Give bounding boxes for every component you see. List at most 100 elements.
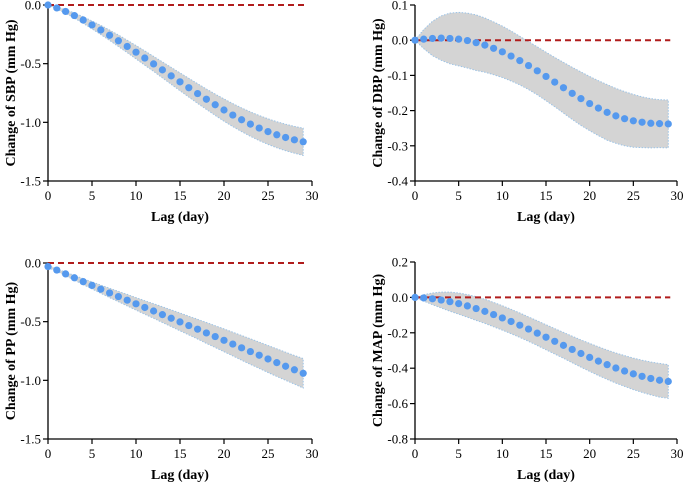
sbp-x-tick-label: 25: [262, 188, 275, 203]
map-estimate-point: [542, 333, 550, 341]
dbp-estimate-point: [446, 34, 454, 43]
map-x-axis-title: Lag (day): [517, 468, 575, 483]
pp-x-tick-label: 5: [89, 446, 96, 461]
dbp-x-tick-label: 15: [540, 188, 553, 203]
pp-estimate-point: [264, 355, 272, 363]
pp-estimate-point: [62, 270, 70, 278]
pp-x-axis-title: Lag (day): [151, 468, 209, 483]
map-estimate-point: [638, 372, 646, 380]
pp-y-tick-label: 0.0: [25, 256, 41, 271]
pp-x-tick-label: 15: [174, 446, 187, 461]
sbp-estimate-point: [141, 54, 149, 62]
dbp-estimate-point: [577, 95, 585, 103]
sbp-estimate-point: [79, 16, 87, 24]
sbp-estimate-point: [211, 101, 219, 109]
sbp-estimate-point: [194, 89, 202, 98]
sbp-estimate-point: [229, 111, 237, 119]
pp-panel: 0 5 10 15 20 25 30 0.0 -0.5 -1.0 -1.5 Lag (day) Chan…: [4, 256, 319, 484]
sbp-estimate-point: [255, 124, 263, 132]
map-x-tick-label: 0: [412, 446, 419, 461]
map-estimate-point: [621, 367, 629, 375]
pp-y-tick-label: -1.5: [20, 432, 41, 447]
map-estimate-point: [655, 376, 664, 384]
pp-estimate-point: [238, 344, 246, 352]
sbp-estimate-point: [282, 133, 290, 142]
pp-estimate-point: [299, 369, 307, 377]
map-estimate-point: [629, 370, 637, 378]
sbp-panel: 0 5 10 15 20 25 30 0.0 -0.5 -1.0 -1.5 Lag (day) Chan…: [4, 0, 319, 225]
dbp-estimate-point: [664, 120, 672, 128]
dbp-y-tick-label: -0.3: [387, 138, 408, 153]
sbp-estimate-point: [114, 37, 122, 45]
pp-estimate-point: [194, 325, 202, 333]
dbp-estimate-point: [594, 104, 603, 112]
dbp-estimate-point: [437, 34, 445, 42]
map-estimate-point: [664, 377, 672, 386]
dbp-estimate-point: [516, 57, 524, 65]
dbp-estimate-point: [463, 36, 471, 45]
map-estimate-point: [498, 314, 506, 322]
dbp-estimate-point: [490, 44, 498, 52]
dbp-estimate-point: [428, 34, 437, 43]
map-estimate-point: [481, 307, 489, 315]
sbp-estimate-point: [167, 72, 175, 80]
pp-x-tick-label: 30: [306, 446, 319, 461]
map-y-tick-label: 0.2: [392, 255, 408, 270]
dbp-x-tick-label: 5: [455, 188, 462, 203]
map-y-tick-label: -0.6: [387, 396, 408, 411]
map-estimate-point: [446, 298, 454, 306]
pp-x-tick-label: 10: [130, 446, 143, 461]
dbp-x-tick-label: 10: [496, 188, 509, 203]
map-x-tick-label: 25: [627, 446, 640, 461]
pp-estimate-point: [132, 300, 140, 308]
map-panel: 0 5 10 15 20 25 30 0.2 0.0 -0.2 -0.4 -0.6 -0.8 Lag (d…: [371, 255, 684, 484]
sbp-estimate-point: [299, 138, 307, 146]
pp-estimate-point: [123, 296, 131, 304]
sbp-x-tick-label: 0: [45, 188, 52, 203]
sbp-estimate-point: [185, 84, 193, 92]
sbp-y-tick-label: -0.5: [20, 56, 41, 71]
map-y-tick-label: -0.2: [387, 325, 408, 340]
dbp-x-tick-label: 25: [627, 188, 640, 203]
pp-estimate-point: [273, 359, 281, 367]
map-x-tick-label: 10: [496, 446, 509, 461]
map-estimate-point: [577, 349, 585, 358]
sbp-estimate-point: [88, 21, 96, 29]
map-estimate-point: [603, 361, 611, 369]
dbp-y-tick-label: 0.1: [392, 0, 408, 13]
dbp-estimate-point: [568, 89, 576, 97]
dbp-x-tick-label: 30: [671, 188, 684, 203]
dbp-x-tick-label: 20: [583, 188, 596, 203]
pp-estimate-point: [70, 274, 78, 282]
sbp-estimate-point: [264, 128, 272, 136]
pp-estimate-point: [150, 307, 158, 315]
sbp-estimate-point: [62, 7, 70, 16]
dbp-y-tick-label: -0.2: [387, 103, 408, 118]
dbp-panel: 0 5 10 15 20 25 30 0.1 0.0 -0.1 -0.2 -0.3 -0.4 Lag (d…: [371, 0, 684, 225]
map-y-axis-title: Change of MAP (mm Hg): [371, 274, 386, 428]
sbp-estimate-point: [158, 66, 166, 74]
dbp-estimate-point: [455, 35, 463, 43]
dbp-y-axis-title: Change of DBP (mm Hg): [371, 18, 386, 168]
dbp-y-tick-label: -0.4: [387, 174, 408, 189]
pp-estimate-point: [176, 318, 184, 326]
pp-estimate-point: [229, 340, 237, 348]
sbp-y-tick-label: -1.5: [20, 174, 41, 189]
sbp-estimate-point: [290, 136, 298, 144]
dbp-estimate-point: [507, 52, 515, 60]
pp-estimate-point: [211, 332, 219, 341]
pp-estimate-point: [79, 278, 87, 286]
map-estimate-point: [428, 295, 437, 303]
sbp-y-tick-label: 0.0: [25, 0, 41, 13]
map-y-tick-label: 0.0: [392, 290, 408, 305]
pp-x-tick-label: 0: [45, 446, 52, 461]
dbp-y-tick-label: 0.0: [392, 33, 408, 48]
dbp-estimate-point: [559, 84, 568, 92]
sbp-x-axis-title: Lag (day): [151, 210, 209, 225]
map-estimate-point: [507, 317, 515, 326]
pp-estimate-point: [290, 366, 298, 374]
pp-estimate-point: [220, 336, 228, 344]
sbp-x-tick-label: 10: [130, 188, 143, 203]
pp-estimate-point: [158, 311, 166, 319]
